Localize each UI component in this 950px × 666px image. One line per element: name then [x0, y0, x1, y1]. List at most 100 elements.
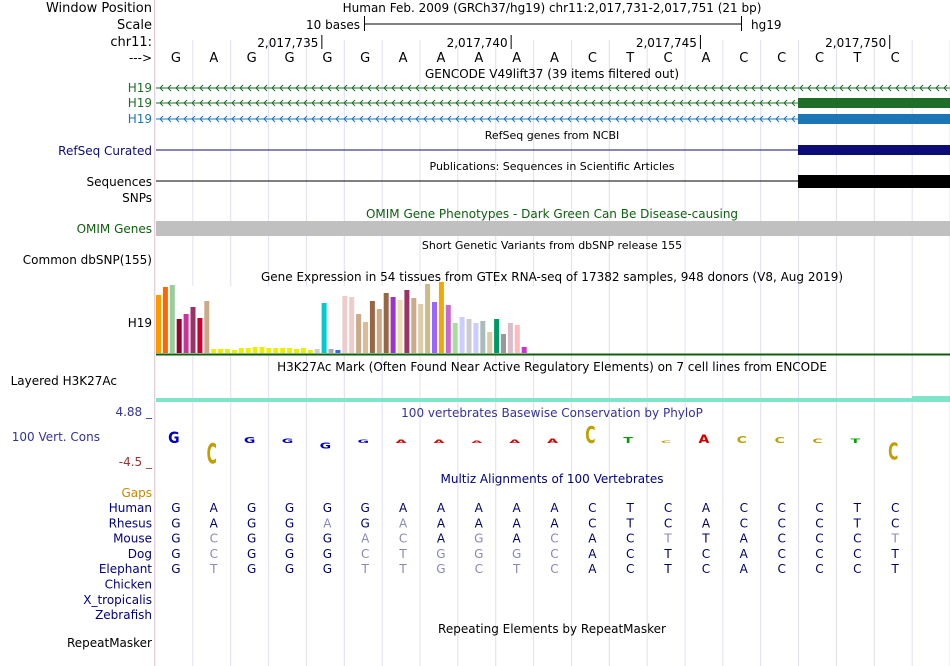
gtex-tissue-bar[interactable]: [369, 301, 375, 353]
h3k27ac-signal-peak[interactable]: [912, 396, 950, 402]
gencode-track-title[interactable]: GENCODE V49lift37 (39 items filtered out…: [425, 67, 679, 81]
snps-label[interactable]: SNPs: [122, 191, 152, 205]
multiz-species-label[interactable]: X_tropicalis: [83, 593, 152, 607]
repeatmasker-track-title[interactable]: Repeating Elements by RepeatMasker: [438, 622, 666, 636]
multiz-species-label[interactable]: Elephant: [99, 562, 152, 576]
refseq-curated-label[interactable]: RefSeq Curated: [58, 144, 152, 158]
multiz-species-label[interactable]: Zebrafish: [95, 608, 152, 622]
layered-h3k27ac-label[interactable]: Layered H3K27Ac: [11, 374, 117, 388]
multiz-base: T: [512, 562, 521, 576]
gtex-tissue-bar[interactable]: [190, 307, 196, 353]
multiz-species-label[interactable]: Chicken: [105, 578, 152, 592]
gtex-tissue-bar[interactable]: [432, 302, 437, 353]
gtex-tissue-bar[interactable]: [307, 350, 313, 353]
gtex-tissue-bar[interactable]: [501, 334, 506, 353]
gtex-tissue-bar[interactable]: [452, 323, 458, 353]
common-dbsnp-label[interactable]: Common dbSNP(155): [23, 253, 152, 267]
multiz-base: G: [323, 532, 332, 546]
h3k27ac-track-title[interactable]: H3K27Ac Mark (Often Found Near Active Re…: [277, 360, 827, 374]
gtex-tissue-bar[interactable]: [162, 287, 168, 353]
gtex-tissue-bar[interactable]: [342, 296, 348, 353]
gtex-tissue-bar[interactable]: [390, 297, 396, 353]
gtex-tissue-bar[interactable]: [425, 284, 431, 353]
gtex-tissue-bar[interactable]: [211, 349, 217, 353]
gtex-tissue-bar[interactable]: [404, 290, 410, 353]
multiz-species-label[interactable]: Mouse: [113, 532, 152, 546]
gtex-tissue-bar[interactable]: [197, 318, 203, 353]
gtex-tissue-bar[interactable]: [335, 350, 341, 353]
gtex-tissue-bar[interactable]: [473, 323, 479, 353]
gtex-tissue-bar[interactable]: [521, 347, 527, 353]
gtex-tissue-bar[interactable]: [273, 348, 279, 353]
gtex-tissue-bar[interactable]: [183, 314, 189, 353]
gtex-tissue-bar[interactable]: [514, 325, 520, 353]
multiz-species-label[interactable]: Dog: [128, 547, 152, 561]
publications-block[interactable]: [798, 175, 950, 188]
gtex-tissue-bar[interactable]: [397, 300, 403, 353]
multiz-base: A: [475, 501, 484, 515]
multiz-species-label[interactable]: Human: [109, 501, 152, 515]
omim-track-title[interactable]: OMIM Gene Phenotypes - Dark Green Can Be…: [366, 207, 738, 221]
gtex-tissue-bar[interactable]: [314, 349, 320, 353]
publications-sequences-label[interactable]: Sequences: [87, 175, 152, 189]
gtex-tissue-bar[interactable]: [494, 319, 500, 353]
gtex-tissue-bar[interactable]: [176, 319, 182, 353]
phylop-track-label[interactable]: 100 Vert. Cons: [12, 430, 100, 444]
gtex-tissue-bar[interactable]: [438, 282, 444, 353]
gtex-tissue-bar[interactable]: [266, 348, 272, 353]
gtex-tissue-bar[interactable]: [328, 349, 334, 353]
gtex-tissue-bar[interactable]: [259, 347, 265, 353]
h3k27ac-signal-bar[interactable]: [156, 398, 950, 402]
phylop-track-title[interactable]: 100 vertebrates Basewise Conservation by…: [401, 406, 703, 420]
gtex-tissue-bar[interactable]: [204, 301, 210, 353]
gtex-tissue-bar[interactable]: [349, 297, 355, 353]
gtex-tissue-bar[interactable]: [363, 322, 368, 353]
omim-phenotype-bar[interactable]: [156, 221, 950, 236]
phylop-max-label: 4.88 _: [115, 405, 153, 419]
gtex-tissue-bar[interactable]: [459, 317, 465, 353]
gencode-transcript-label[interactable]: H19: [128, 81, 152, 95]
gtex-tissue-bar[interactable]: [287, 348, 293, 353]
gtex-tissue-bar[interactable]: [480, 321, 486, 353]
dbsnp-track-title[interactable]: Short Genetic Variants from dbSNP releas…: [422, 239, 682, 252]
gtex-tissue-bar[interactable]: [218, 349, 224, 353]
gtex-tissue-bar[interactable]: [321, 303, 327, 353]
gtex-tissue-bar[interactable]: [418, 304, 424, 353]
gtex-tissue-bar[interactable]: [466, 319, 472, 353]
gtex-tissue-bar[interactable]: [169, 285, 175, 353]
gtex-tissue-bar[interactable]: [238, 348, 244, 353]
gtex-tissue-bar[interactable]: [376, 309, 382, 353]
gtex-tissue-bar[interactable]: [507, 323, 513, 353]
omim-genes-label[interactable]: OMIM Genes: [77, 222, 152, 236]
gtex-tissue-bar[interactable]: [300, 348, 306, 353]
gtex-tissue-bar[interactable]: [383, 293, 389, 353]
gtex-tissue-bar[interactable]: [252, 347, 258, 353]
gtex-tissue-bar[interactable]: [225, 349, 230, 353]
gtex-tissue-bar[interactable]: [294, 349, 299, 353]
gencode-transcript-label[interactable]: H19: [128, 96, 152, 110]
gtex-tissue-bar[interactable]: [245, 348, 251, 353]
region-position-text[interactable]: Human Feb. 2009 (GRCh37/hg19) chr11:2,01…: [343, 1, 762, 15]
gtex-tissue-bar[interactable]: [487, 332, 493, 353]
publications-track-title[interactable]: Publications: Sequences in Scientific Ar…: [430, 160, 675, 173]
reference-base: A: [701, 51, 710, 66]
gencode-exon-block[interactable]: [798, 98, 950, 108]
multiz-track-title[interactable]: Multiz Alignments of 100 Vertebrates: [440, 472, 663, 486]
gtex-tissue-bar[interactable]: [356, 314, 362, 353]
gtex-gene-label[interactable]: H19: [128, 316, 152, 330]
refseq-track-title[interactable]: RefSeq genes from NCBI: [485, 129, 620, 142]
refseq-exon-block[interactable]: [798, 145, 950, 155]
multiz-base: C: [853, 532, 861, 546]
multiz-base: A: [437, 532, 446, 546]
gencode-exon-block[interactable]: [798, 114, 950, 124]
gtex-track-title[interactable]: Gene Expression in 54 tissues from GTEx …: [261, 270, 843, 284]
gtex-tissue-bar[interactable]: [156, 295, 161, 353]
gtex-tissue-bar[interactable]: [445, 305, 451, 353]
gtex-tissue-bar[interactable]: [231, 350, 237, 353]
gtex-tissue-bar[interactable]: [280, 348, 286, 353]
phylop-logo-letter: T: [851, 437, 861, 444]
multiz-species-label[interactable]: Rhesus: [109, 516, 152, 530]
gencode-transcript-label[interactable]: H19: [128, 112, 152, 126]
repeatmasker-label[interactable]: RepeatMasker: [67, 636, 152, 650]
gtex-tissue-bar[interactable]: [411, 298, 417, 353]
